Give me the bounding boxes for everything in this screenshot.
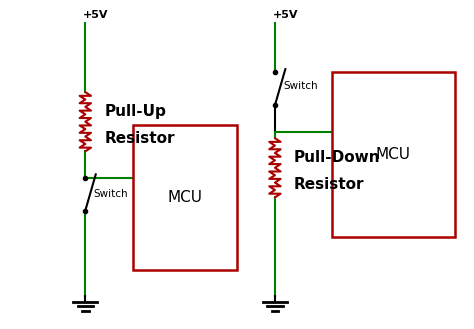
Text: Switch: Switch [94,189,128,199]
Text: +5V: +5V [273,10,298,20]
Text: MCU: MCU [376,147,411,162]
Bar [332,72,455,237]
Text: Switch: Switch [283,81,318,90]
Text: +5V: +5V [83,10,109,20]
Text: Resistor: Resistor [294,177,365,192]
Text: Pull-Down: Pull-Down [294,150,381,165]
Text: Pull-Up: Pull-Up [104,104,166,119]
Text: Resistor: Resistor [104,131,175,146]
Bar [133,125,237,270]
Text: MCU: MCU [167,190,202,205]
